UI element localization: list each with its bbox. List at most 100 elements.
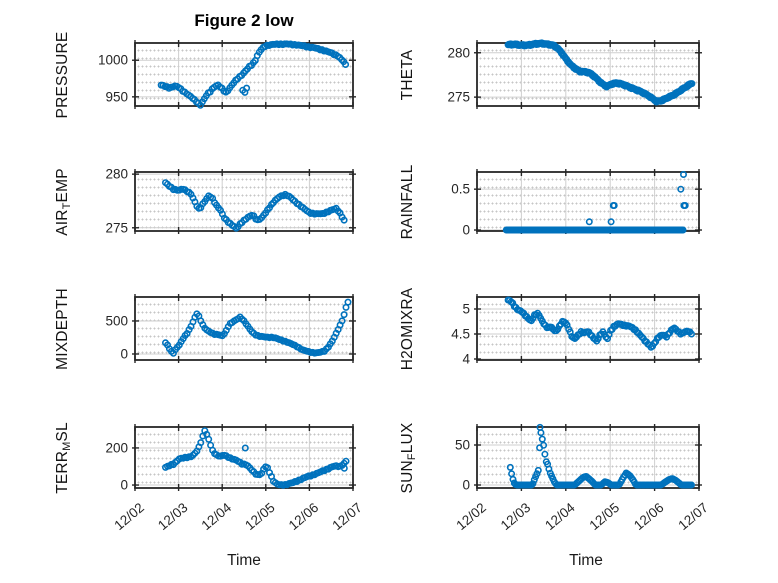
y-tick-label: 200 bbox=[105, 440, 128, 455]
marker-outlier bbox=[585, 218, 593, 226]
marker bbox=[508, 470, 516, 478]
y-axis-label-terrain-msl: TERRMSL bbox=[54, 421, 74, 494]
marker bbox=[338, 317, 346, 325]
data-series bbox=[162, 298, 352, 357]
marker bbox=[679, 226, 687, 234]
y-axis-label-text: PRESSURE bbox=[54, 31, 71, 118]
y-axis-label-text: THETA bbox=[399, 49, 416, 100]
x-axis-label-right: Time bbox=[569, 552, 603, 569]
x-tick-label: 12/07 bbox=[675, 500, 711, 533]
x-tick-label: 12/06 bbox=[631, 500, 667, 533]
subplot-theta: 275 280 bbox=[447, 39, 702, 109]
subplot-h2o-mixing-ratio: 44.55 bbox=[451, 294, 702, 367]
marker bbox=[342, 457, 350, 465]
marker bbox=[506, 463, 514, 471]
tick-marks bbox=[132, 169, 356, 234]
x-tick-label: 12/04 bbox=[542, 500, 578, 534]
y-tick-label: 280 bbox=[447, 45, 470, 60]
y-axis-label-text: AIR bbox=[54, 208, 71, 236]
subplot-pressure: 950 1000 bbox=[98, 40, 356, 109]
marker bbox=[340, 311, 348, 319]
major-grid bbox=[477, 172, 699, 231]
y-tick-label: 0 bbox=[462, 223, 470, 238]
minor-grid-rainfall bbox=[477, 172, 699, 231]
x-tick-label: 12/06 bbox=[286, 500, 322, 533]
axes-box bbox=[134, 426, 354, 489]
marker bbox=[533, 470, 541, 478]
y-axis-label-text: TERR bbox=[54, 450, 71, 494]
marker bbox=[528, 481, 536, 489]
marker bbox=[340, 216, 348, 224]
tick-marks bbox=[132, 294, 356, 363]
marker bbox=[540, 441, 548, 449]
marker bbox=[529, 480, 537, 488]
subplot-terrain-msl: 0 200 12/02 12/03 12/04 12/05 12/06 12/07 bbox=[105, 424, 365, 534]
y-axis-label-text: MIXDEPTH bbox=[54, 287, 71, 370]
data-series bbox=[502, 171, 689, 234]
y-axis-label-text: LUX bbox=[399, 422, 416, 453]
marker-outlier bbox=[607, 218, 615, 226]
y-axis-label-air-temp: AIRTEMP bbox=[54, 168, 74, 236]
y-tick-label: 4.5 bbox=[451, 327, 470, 342]
axes-box bbox=[476, 426, 700, 489]
axes-box bbox=[476, 171, 700, 232]
y-axis-label-subscript: M bbox=[61, 441, 74, 451]
y-axis-label-h2o-mixing-ratio: H2OMIXRA bbox=[399, 287, 417, 370]
marker bbox=[509, 299, 517, 307]
y-tick-label: 0 bbox=[120, 346, 128, 361]
axes-box bbox=[476, 296, 700, 361]
marker bbox=[687, 330, 695, 338]
tick-marks bbox=[132, 424, 356, 491]
x-tick-label: 12/07 bbox=[329, 500, 365, 533]
y-axis-label-text: RAINFALL bbox=[399, 164, 416, 239]
y-axis-label-theta: THETA bbox=[399, 49, 417, 100]
marker-outlier bbox=[243, 84, 251, 92]
data-series bbox=[162, 179, 348, 232]
marker-outlier bbox=[610, 202, 618, 210]
subplot-air-temp: 275 280 bbox=[105, 167, 356, 235]
y-tick-label: 280 bbox=[105, 167, 128, 182]
y-axis-label-sun-flux: SUNFLUX bbox=[399, 422, 419, 493]
y-tick-label: 950 bbox=[105, 89, 128, 104]
y-tick-label: 0 bbox=[120, 478, 128, 493]
y-tick-label: 4 bbox=[462, 352, 470, 367]
subplot-sun-flux: 0 50 12/02 12/03 12/04 12/05 12/06 12/07 bbox=[453, 423, 711, 534]
y-tick-label: 275 bbox=[105, 220, 128, 235]
marker bbox=[652, 338, 660, 346]
y-axis-label-text: SL bbox=[54, 421, 71, 442]
marker-outlier bbox=[340, 464, 348, 472]
marker bbox=[688, 80, 696, 88]
marker bbox=[594, 335, 602, 343]
marker bbox=[537, 429, 545, 437]
axes-box bbox=[476, 42, 700, 107]
major-grid bbox=[135, 172, 353, 231]
marker bbox=[342, 60, 350, 68]
y-axis-label-text: H2OMIXRA bbox=[399, 287, 416, 370]
y-axis-label-subscript: T bbox=[61, 201, 74, 209]
marker-outlier bbox=[241, 444, 249, 452]
x-tick-label: 12/04 bbox=[199, 500, 235, 534]
marker bbox=[344, 298, 352, 306]
y-axis-label-subscript: F bbox=[406, 452, 419, 460]
marker bbox=[687, 481, 695, 489]
y-axis-label-text: SUN bbox=[399, 459, 416, 493]
marker-outlier bbox=[681, 202, 689, 210]
marker bbox=[534, 466, 542, 474]
figure-title: Figure 2 low bbox=[194, 11, 294, 30]
y-tick-label: 0.5 bbox=[451, 182, 470, 197]
data-series bbox=[506, 423, 695, 489]
subplot-rainfall: 00.5 bbox=[451, 169, 702, 238]
data-series bbox=[504, 39, 696, 106]
y-tick-label: 5 bbox=[462, 302, 470, 317]
y-tick-label: 0 bbox=[462, 478, 470, 493]
y-axis-label-pressure: PRESSURE bbox=[54, 31, 72, 118]
y-axis-label-rainfall: RAINFALL bbox=[399, 164, 417, 239]
data-series bbox=[157, 40, 350, 109]
marker-outlier bbox=[677, 185, 685, 193]
data-series bbox=[162, 427, 350, 489]
x-axis-label-left: Time bbox=[227, 552, 261, 569]
x-tick-label: 12/05 bbox=[587, 500, 623, 533]
marker bbox=[650, 339, 658, 347]
